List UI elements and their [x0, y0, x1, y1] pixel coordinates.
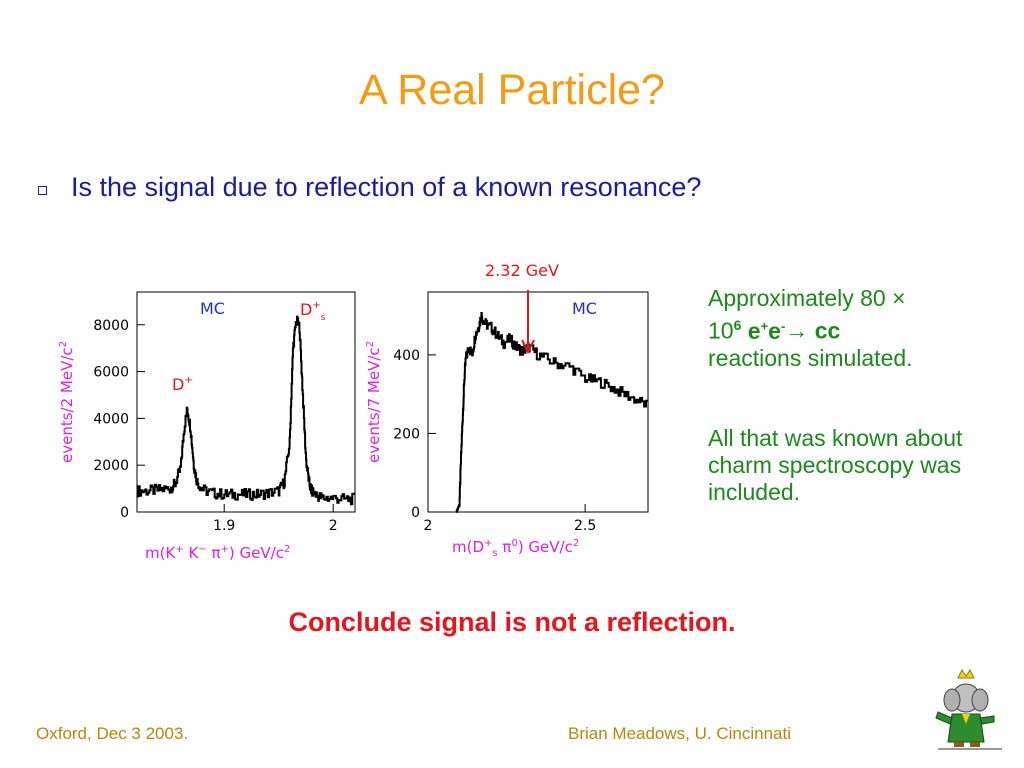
- times-symbol: ×: [892, 285, 906, 311]
- right-ticks: 0 200 400 2 2.5: [393, 348, 596, 534]
- peak-label-ds: D+s: [300, 300, 326, 323]
- conclusion-text: Conclude signal is not a reflection.: [288, 607, 736, 637]
- note-reaction: e+e-: [748, 318, 786, 344]
- note-exponent: 6: [733, 317, 742, 333]
- footer-right: Brian Meadows, U. Cincinnati: [568, 724, 791, 743]
- electron-2: e: [768, 317, 781, 344]
- chart-left: 0 2000 4000 6000 8000 1.9 2 MC D+ D+s events/2…: [58, 291, 356, 562]
- spectroscopy-note: All that was known about charm spectrosc…: [708, 425, 963, 505]
- note-base: 10: [708, 317, 734, 344]
- y-axis-label-right: events/7 MeV/c2: [365, 341, 383, 463]
- positron-charge: +: [760, 318, 769, 333]
- footer-left: Oxford, Dec 3 2003.: [36, 724, 189, 743]
- peak-label-dplus: D+: [172, 375, 193, 394]
- note-cc: cc: [808, 317, 841, 344]
- simulation-note: Approximately 80 × 106 e+e-→ cc reaction…: [708, 285, 1008, 372]
- mc-label-right: MC: [572, 299, 597, 318]
- slide-title: A Real Particle?: [359, 66, 665, 114]
- left-xtick-label-1: 2: [329, 518, 338, 534]
- annotation-label: 2.32 GeV: [485, 261, 559, 280]
- chart-left-frame: [136, 291, 356, 513]
- left-ticks: 0 2000 4000 6000 8000 1.9 2: [93, 318, 337, 534]
- arrow-symbol: →: [785, 317, 809, 344]
- electron-charge: -: [780, 318, 786, 333]
- note-prefix: Approximately 80: [708, 285, 893, 311]
- right-ytick-label-1: 200: [393, 426, 420, 442]
- mc-label-left: MC: [200, 299, 225, 318]
- right-histogram-line: [455, 312, 648, 513]
- right-ytick-label-2: 400: [393, 348, 420, 364]
- left-xtick-label-0: 1.9: [213, 518, 235, 534]
- y-axis-label-left: events/2 MeV/c2: [58, 341, 76, 463]
- bullet-text: Is the signal due to reflection of a kno…: [71, 172, 702, 202]
- plot-frame-right: [427, 291, 649, 513]
- left-ytick-label-4: 8000: [93, 318, 129, 334]
- right-xtick-label-1: 2.5: [574, 518, 596, 534]
- plot-frame: [136, 291, 356, 513]
- left-ytick-label-2: 4000: [93, 411, 129, 427]
- right-xtick-label-0: 2: [424, 518, 433, 534]
- left-ytick-label-0: 0: [120, 505, 129, 521]
- left-histogram-line: [137, 315, 355, 506]
- annotation-arrow-head: [521, 339, 535, 355]
- right-ytick-label-0: 0: [411, 505, 420, 521]
- x-axis-label-left: m(K+ K− π+) GeV/c2: [145, 544, 290, 562]
- left-ytick-label-3: 6000: [93, 365, 129, 381]
- note-suffix: reactions simulated.: [708, 344, 913, 371]
- x-axis-label-right: m(D+s π0) GeV/c2: [452, 538, 579, 559]
- square-bullet-icon: [38, 186, 47, 195]
- left-ytick-label-1: 2000: [93, 458, 129, 474]
- bullet-point: Is the signal due to reflection of a kno…: [38, 172, 701, 203]
- elephant-mascot-icon: [935, 669, 1002, 750]
- electron-1: e: [747, 317, 761, 344]
